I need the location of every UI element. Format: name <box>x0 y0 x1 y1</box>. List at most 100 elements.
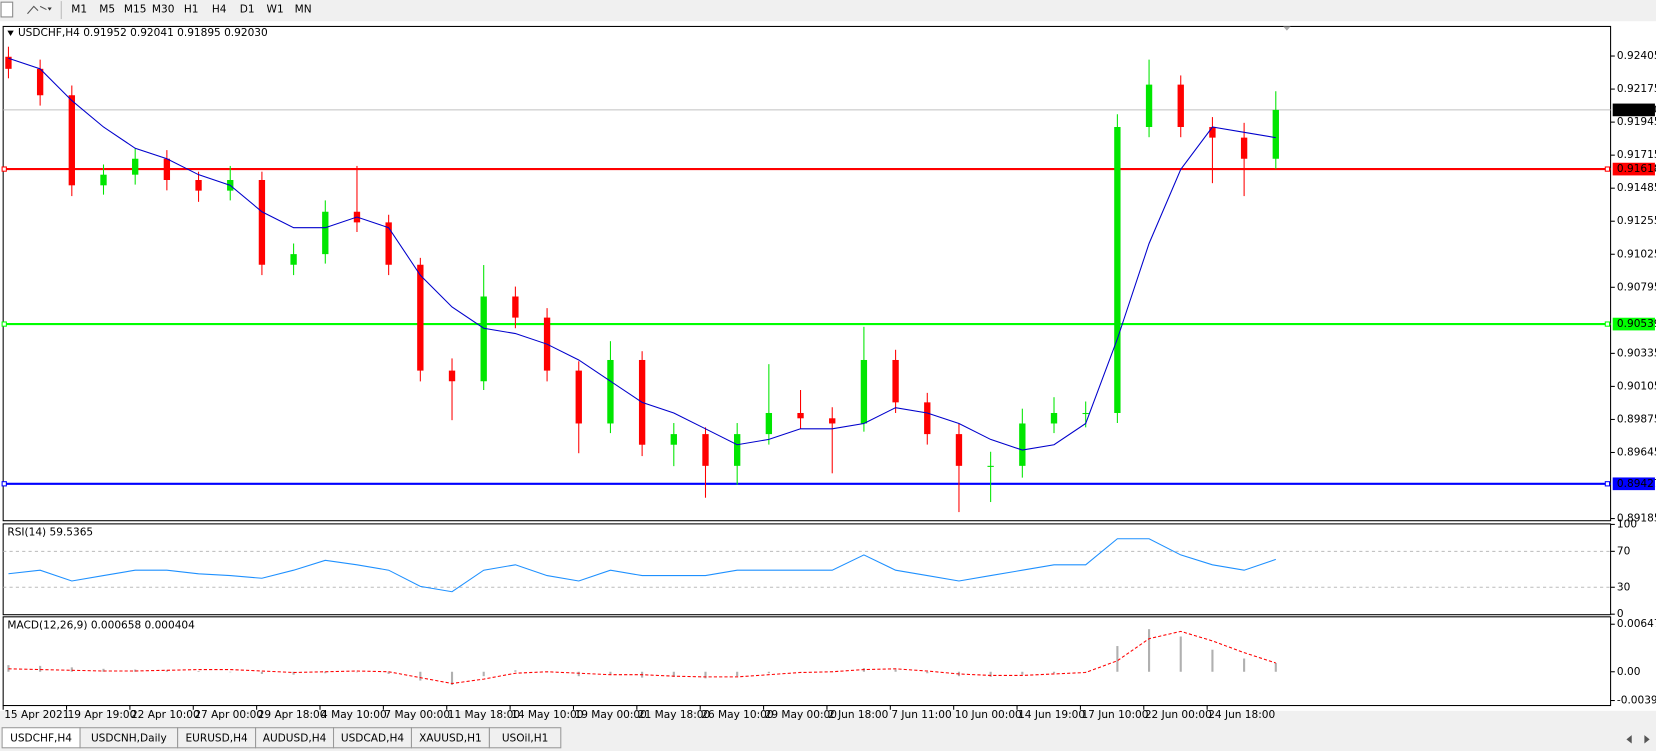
level-handle[interactable] <box>1604 321 1611 327</box>
candle-body <box>5 56 12 69</box>
macd-panel <box>2 616 1612 707</box>
macd-histogram-bar <box>926 671 929 674</box>
macd-histogram-bar <box>197 671 200 672</box>
tab[interactable] <box>488 727 562 749</box>
tab-scroll[interactable] <box>1626 735 1650 744</box>
moving-average <box>8 57 1276 451</box>
tab-label[interactable]: USDCNH,Daily <box>91 732 167 744</box>
level-price-box <box>1612 317 1655 331</box>
macd-histogram-bar <box>1148 629 1151 672</box>
y-tick-label: 0.92175 <box>1617 83 1656 95</box>
toolbar-icon[interactable] <box>27 5 47 15</box>
candle-body <box>512 296 519 318</box>
y-tick-label: 0 <box>1617 608 1624 620</box>
timeframe-button[interactable]: H4 <box>212 4 227 16</box>
macd-histogram-bar <box>387 671 390 674</box>
rsi-panel <box>2 523 1612 616</box>
candle-body <box>1050 412 1058 424</box>
y-tick-label: 70 <box>1617 545 1631 557</box>
candle-body <box>68 95 75 186</box>
level-price-box <box>1612 477 1655 491</box>
y-tick-label: 0.91485 <box>1617 182 1656 194</box>
macd-histogram-bar <box>1179 636 1182 672</box>
candle-body <box>1177 84 1184 127</box>
candle-body <box>1145 84 1153 127</box>
macd-histogram-bar <box>7 665 10 672</box>
macd-histogram-bar <box>292 671 295 675</box>
tab-label[interactable]: EURUSD,H4 <box>185 732 248 744</box>
macd-histogram-bar <box>450 671 454 685</box>
symbol-menu-arrow[interactable] <box>7 30 14 36</box>
x-tick-label: 29 May 00:00 <box>765 709 838 721</box>
level-handle[interactable] <box>1 166 7 172</box>
macd-histogram-bar <box>260 671 263 674</box>
level-handle[interactable] <box>1 321 7 327</box>
x-tick-label: 10 Jun 00:00 <box>955 709 1022 721</box>
tab-label[interactable]: XAUUSD,H1 <box>419 732 482 744</box>
x-tick-label: 14 May 10:00 <box>511 709 584 721</box>
macd-histogram-bar <box>1274 662 1277 672</box>
timeframe-button[interactable]: D1 <box>240 4 255 16</box>
macd-histogram-bar <box>894 669 897 672</box>
macd-histogram-bar <box>672 671 675 677</box>
macd-histogram-bar <box>514 670 517 672</box>
timeframe-button[interactable]: M30 <box>152 4 175 16</box>
y-tick-label: 0.90795 <box>1617 281 1656 293</box>
y-tick-label: 0.00 <box>1617 666 1641 678</box>
x-tick-label: 7 May 00:00 <box>384 709 450 721</box>
timeframe-button[interactable]: M15 <box>124 4 147 16</box>
level-handle[interactable] <box>1 481 7 487</box>
x-tick-label: 21 May 18:00 <box>638 709 711 721</box>
timeframe-button[interactable]: H1 <box>184 4 199 16</box>
macd-histogram-bar <box>419 671 422 681</box>
timeframe-button[interactable]: M1 <box>71 4 87 16</box>
macd-histogram-bar <box>39 665 42 672</box>
candle-body <box>1209 126 1216 138</box>
candle-body <box>417 264 424 371</box>
y-tick-label: 100 <box>1617 518 1637 530</box>
candle-body <box>1019 423 1026 466</box>
main-panel <box>2 25 1612 522</box>
dropdown-arrow[interactable] <box>47 7 52 11</box>
timeframe-button[interactable]: MN <box>295 4 312 16</box>
y-tick-label: 0.91255 <box>1617 215 1656 227</box>
toolbar-icon[interactable] <box>0 1 14 18</box>
y-tick-label: 0.91715 <box>1617 149 1656 161</box>
macd-histogram-bar <box>767 671 770 674</box>
y-tick-label: 0.89645 <box>1617 446 1656 458</box>
level-price-label: 0.89427 <box>1617 478 1656 490</box>
y-tick-label: 30 <box>1617 581 1631 593</box>
tab-label[interactable]: AUDUSD,H4 <box>263 732 327 744</box>
shift-marker <box>1283 26 1291 31</box>
macd-histogram-bar <box>989 671 992 677</box>
candle-body <box>132 158 139 175</box>
candle-body <box>258 180 266 265</box>
macd-histogram-bar <box>1243 658 1246 672</box>
macd-histogram-bar <box>102 668 105 672</box>
dynamic: M1 M5 M15 M30 H1 H4 D1 W1 MN USDCHF,H4 USDCNH,Dail… <box>1 4 1656 749</box>
y-tick-label: 0.91025 <box>1617 248 1656 260</box>
macd-histogram-bar <box>1052 671 1056 674</box>
level-handle[interactable] <box>1604 166 1611 172</box>
tab-label[interactable]: USDCAD,H4 <box>341 732 405 744</box>
timeframe-button[interactable]: W1 <box>267 4 284 16</box>
x-tick-label: 14 Jun 19:00 <box>1018 709 1085 721</box>
candle-body <box>829 418 836 424</box>
timeframe-button[interactable]: M5 <box>99 4 115 16</box>
candle-body <box>924 402 931 435</box>
x-tick-label: 27 Apr 00:00 <box>194 709 263 721</box>
candle-body <box>448 370 456 382</box>
tab-label[interactable]: USDCHF,H4 <box>10 732 72 744</box>
candle-body <box>734 434 741 466</box>
tab-label[interactable]: USOil,H1 <box>502 732 549 744</box>
macd-histogram-bar <box>736 671 739 677</box>
macd-histogram-bar <box>70 667 73 672</box>
x-tick-label: 19 Apr 19:00 <box>68 709 137 721</box>
y-tick-label: 0.90335 <box>1617 347 1656 359</box>
macd-signal-line <box>8 630 1276 685</box>
macd-histogram-bar <box>1116 646 1119 672</box>
level-handle[interactable] <box>1604 481 1611 487</box>
macd-histogram-bar <box>324 671 327 674</box>
level-price-box <box>1612 162 1655 176</box>
macd-title: MACD(12,26,9) 0.000658 0.000404 <box>7 619 195 631</box>
